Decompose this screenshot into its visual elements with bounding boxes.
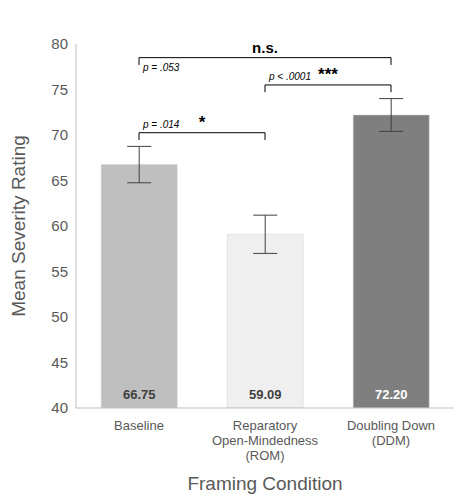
svg-text:72.20: 72.20 — [375, 387, 408, 402]
svg-text:Doubling Down(DDM): Doubling Down(DDM) — [347, 418, 435, 448]
svg-text:*: * — [199, 113, 206, 132]
svg-text:60: 60 — [51, 217, 68, 234]
svg-text:50: 50 — [51, 308, 68, 325]
svg-text:59.09: 59.09 — [249, 387, 282, 402]
svg-text:40: 40 — [51, 399, 68, 416]
svg-text:80: 80 — [51, 35, 68, 52]
svg-text:55: 55 — [51, 263, 68, 280]
svg-text:***: *** — [318, 65, 338, 84]
svg-text:45: 45 — [51, 354, 68, 371]
svg-text:p = .053: p = .053 — [142, 62, 180, 73]
svg-text:Baseline: Baseline — [114, 418, 164, 433]
svg-text:65: 65 — [51, 172, 68, 189]
svg-text:p = .014: p = .014 — [142, 119, 180, 130]
svg-text:p < .0001: p < .0001 — [268, 71, 311, 82]
svg-text:75: 75 — [51, 81, 68, 98]
svg-text:Framing Condition: Framing Condition — [187, 473, 342, 494]
svg-text:Mean Severity Rating: Mean Severity Rating — [8, 135, 29, 317]
svg-text:ReparatoryOpen-Mindedness(ROM): ReparatoryOpen-Mindedness(ROM) — [212, 418, 319, 463]
svg-text:66.75: 66.75 — [123, 387, 156, 402]
svg-text:n.s.: n.s. — [252, 39, 278, 56]
svg-text:70: 70 — [51, 126, 68, 143]
